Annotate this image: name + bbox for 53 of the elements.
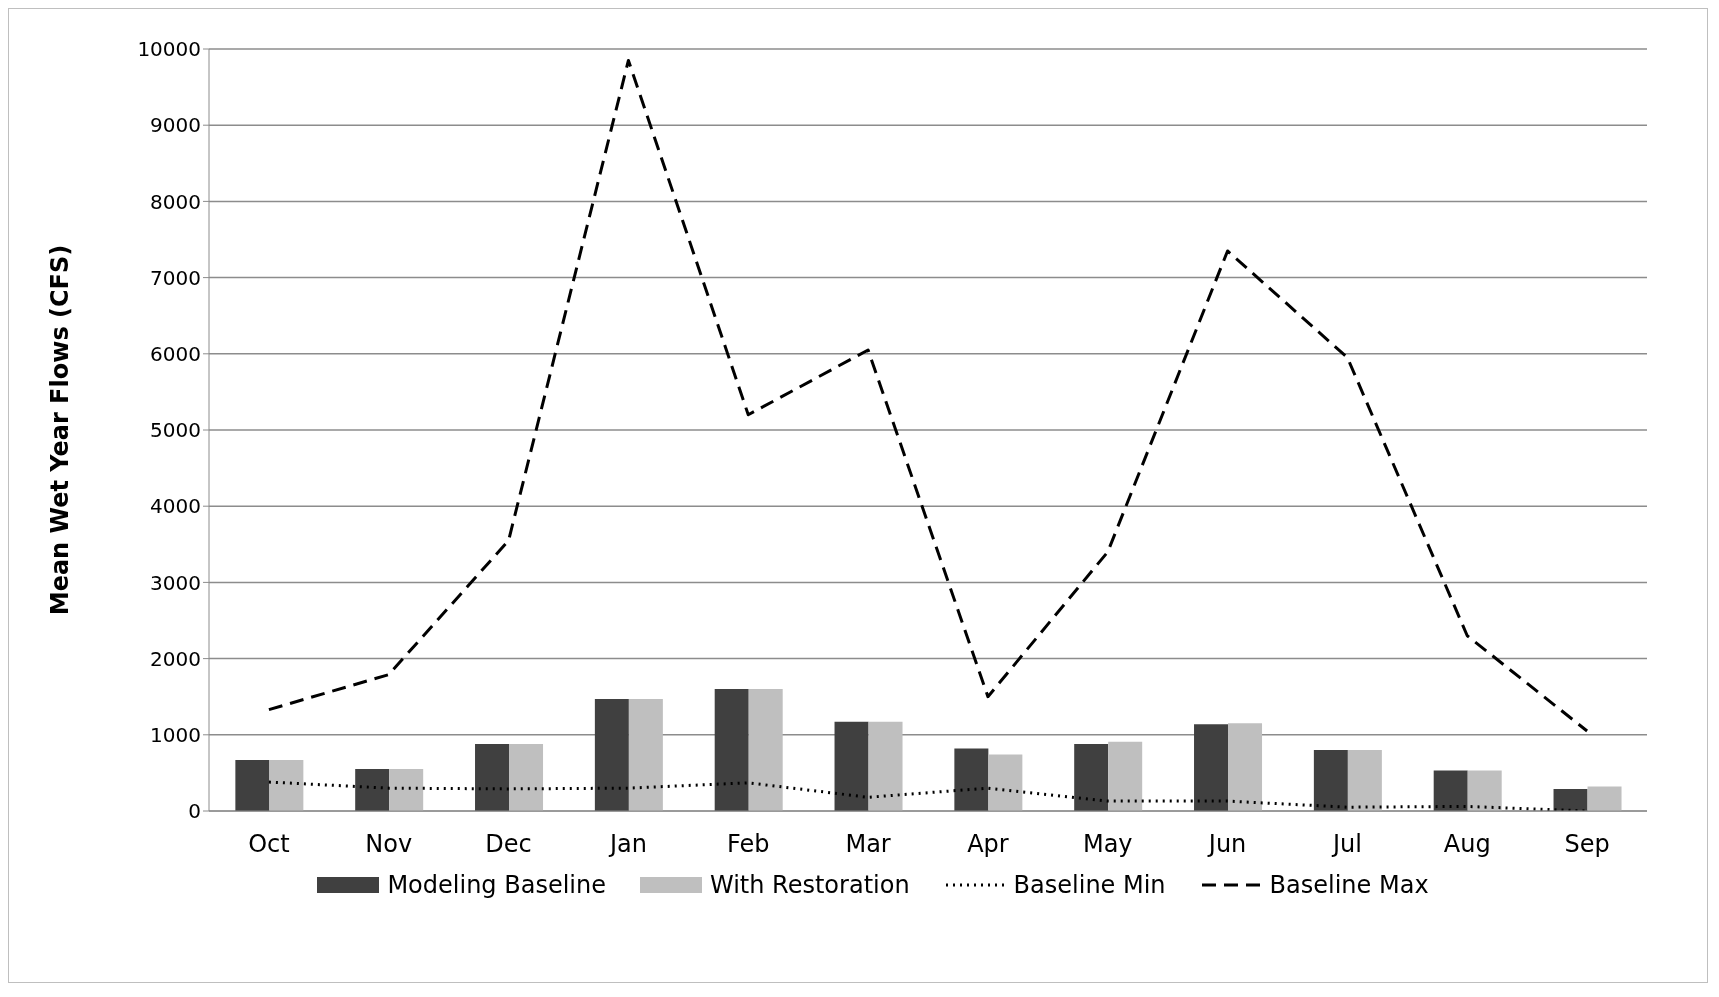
bar <box>1228 723 1263 811</box>
x-tick-label: Feb <box>727 830 770 859</box>
x-tick-label: Mar <box>845 830 891 859</box>
bar <box>748 689 783 811</box>
bar <box>1347 750 1382 811</box>
y-tick-label: 7000 <box>150 265 201 290</box>
y-tick-label: 0 <box>188 799 201 824</box>
legend-label: Baseline Min <box>1013 871 1166 899</box>
y-tick-label: 2000 <box>150 646 201 671</box>
bar <box>1433 770 1468 811</box>
y-tick-label: 5000 <box>150 418 201 443</box>
bar <box>235 759 270 811</box>
legend-label: With Restoration <box>709 871 910 899</box>
bar <box>628 698 663 811</box>
y-tick-label: 1000 <box>150 722 201 747</box>
y-tick-label: 6000 <box>150 341 201 366</box>
bar <box>714 689 749 811</box>
bar <box>1313 750 1348 811</box>
y-tick-label: 4000 <box>150 494 201 519</box>
x-tick-label: Jun <box>1206 830 1247 859</box>
bar <box>954 748 989 811</box>
legend-label: Modeling Baseline <box>387 871 606 899</box>
bar <box>269 759 304 811</box>
x-tick-label: Jan <box>607 830 647 859</box>
x-tick-label: Jul <box>1330 830 1362 859</box>
x-tick-label: Aug <box>1443 830 1491 859</box>
y-axis-title: Mean Wet Year Flows (CFS) <box>45 244 74 616</box>
bar <box>509 743 544 811</box>
x-tick-label: Dec <box>485 830 532 859</box>
x-tick-label: Apr <box>967 830 1009 859</box>
y-tick-label: 8000 <box>150 189 201 214</box>
legend-label: Baseline Max <box>1269 871 1429 899</box>
bar <box>1194 724 1229 811</box>
bar <box>389 769 424 811</box>
bar <box>1467 770 1502 811</box>
y-tick-label: 3000 <box>150 570 201 595</box>
bar <box>1108 741 1143 811</box>
bar <box>868 721 903 811</box>
bar <box>355 769 390 811</box>
line-series <box>267 58 1589 733</box>
bar <box>834 721 869 811</box>
bar <box>988 754 1023 811</box>
bar <box>1553 788 1588 811</box>
x-tick-label: May <box>1082 830 1133 859</box>
x-tick-label: Sep <box>1564 830 1610 859</box>
x-tick-label: Oct <box>248 830 290 859</box>
y-tick-label: 9000 <box>150 113 201 138</box>
bar <box>1074 743 1109 811</box>
bar <box>594 698 629 811</box>
y-tick-label: 10000 <box>137 37 201 62</box>
bar <box>1587 786 1622 811</box>
bar <box>475 743 510 811</box>
x-tick-label: Nov <box>365 830 413 859</box>
